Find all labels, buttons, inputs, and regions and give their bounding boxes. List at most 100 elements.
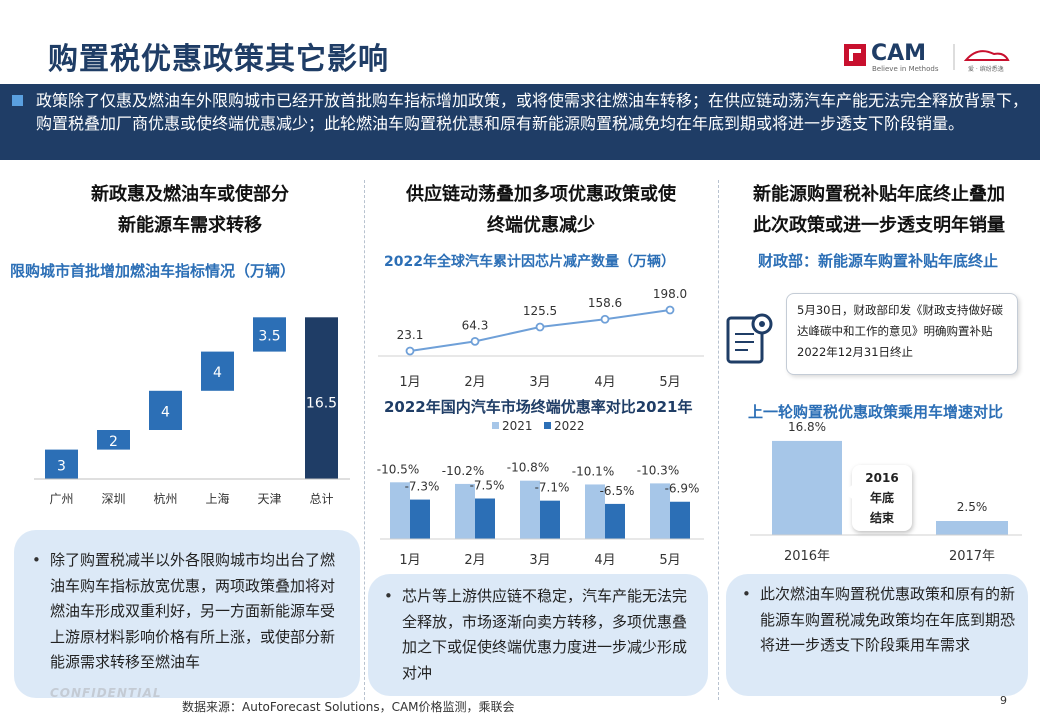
chip-data-point	[600, 314, 610, 324]
chip-line-chart: 23.1 1月 64.3 2月 125.5 3月 158.6 4月 198.0 5月	[378, 287, 704, 390]
chip-month-label: 4月	[594, 375, 615, 390]
column1-note-text: 除了购置税减半以外各限购城市均出台了燃油车购车指标放宽优惠，两项政策叠加将对燃油…	[28, 548, 344, 676]
discount-label-2022: -6.5%	[600, 484, 635, 498]
discount-bar	[540, 500, 560, 539]
discount-bar	[410, 499, 430, 539]
waterfall-bar	[305, 317, 338, 479]
discount-month-label: 1月	[399, 553, 420, 568]
growth-year-label: 2016年	[784, 549, 830, 564]
bullet-square-icon	[12, 95, 23, 106]
data-source: 数据来源：AutoForecast Solutions，CAM价格监测，乘联会	[182, 700, 515, 714]
chip-data-point	[665, 305, 675, 315]
chip-month-label: 3月	[529, 375, 550, 390]
chip-data-point	[470, 336, 480, 346]
column3-heading-line2: 此次政策或进一步透支明年销量	[753, 215, 1005, 236]
chip-month-label: 2月	[464, 375, 485, 390]
waterfall-value-label: 16.5	[306, 395, 337, 411]
discount-month-label: 3月	[529, 553, 550, 568]
document-seal-icon	[726, 313, 773, 364]
legend-swatch	[492, 422, 499, 429]
discount-month-label: 4月	[594, 553, 615, 568]
discount-bar	[455, 483, 475, 539]
waterfall-bar	[253, 317, 286, 352]
waterfall-value-label: 4	[213, 365, 222, 381]
discount-bar	[390, 482, 410, 539]
discount-bar-chart: 2021 2022 -10.5% -7.3% 1月 -10.2%-7.5% 2月 -10.8…	[377, 419, 704, 568]
discount-bar	[475, 498, 495, 539]
logo-name: CAM	[871, 41, 927, 66]
waterfall-category-label: 总计	[309, 492, 333, 506]
chip-data-point	[405, 346, 415, 356]
waterfall-value-label: 3	[57, 458, 66, 474]
column3-note-text: 此次燃油车购置税优惠政策和原有的新能源车购置税减免政策均在年底到期恐将进一步透支…	[738, 582, 1016, 659]
waterfall-value-label: 3.5	[258, 328, 280, 344]
waterfall-value-label: 2	[109, 434, 118, 450]
growth-year-label: 2017年	[949, 549, 995, 564]
column1-heading-line2: 新能源车需求转移	[118, 215, 262, 236]
column3-heading-line1: 新能源购置税补贴年底终止叠加	[753, 184, 1005, 205]
chip-value-label: 158.6	[588, 296, 622, 310]
growth-value-label: 16.8%	[788, 420, 826, 434]
column2-note-text: 芯片等上游供应链不稳定，汽车产能无法完全释放，市场逐渐向卖方转移，多项优惠叠加之…	[380, 584, 694, 686]
chip-value-label: 23.1	[397, 328, 424, 342]
chip-value-label: 64.3	[462, 318, 489, 332]
page-title: 购置税优惠政策其它影响	[48, 42, 389, 77]
discount-label-2021: -10.2%	[442, 464, 484, 478]
discount-label-2021: -10.3%	[637, 463, 679, 477]
callout-line: 2016	[865, 471, 899, 485]
logo-partner: 爱 · 缤纷悉逸	[968, 66, 1004, 73]
discount-label-2022: -7.3%	[405, 480, 440, 494]
waterfall-bar	[149, 390, 182, 430]
growth-bar-chart: 16.8% 2016年 2.5% 2017年	[750, 420, 1022, 564]
column1-heading-line1: 新政惠及燃油车或使部分	[91, 184, 289, 205]
waterfall-category-label: 天津	[257, 492, 281, 506]
page-number: 9	[1000, 694, 1007, 707]
chip-value-label: 125.5	[523, 304, 557, 318]
waterfall-bar	[45, 449, 78, 479]
waterfall-category-label: 深圳	[101, 492, 125, 506]
discount-label-2021: -10.1%	[572, 464, 614, 478]
column2-heading-line1: 供应链动荡叠加多项优惠政策或使	[406, 184, 676, 205]
column2-heading: 供应链动荡叠加多项优惠政策或使 终端优惠减少	[370, 179, 712, 241]
summary-text: 政策除了仅惠及燃油车外限购城市已经开放首批购车指标增加政策，或将使需求往燃油车转…	[36, 91, 1029, 133]
growth-bar	[936, 521, 1008, 535]
callout-line: 结束	[869, 511, 894, 525]
column1-heading: 新政惠及燃油车或使部分 新能源车需求转移	[20, 179, 360, 241]
column-divider	[718, 180, 719, 700]
discount-label-2022: -7.1%	[535, 481, 570, 495]
column-divider	[364, 180, 365, 700]
chip-month-label: 1月	[399, 375, 420, 390]
column3-subhead1: 财政部：新能源车购置补贴年底终止	[758, 252, 999, 270]
waterfall-category-label: 上海	[205, 491, 229, 506]
waterfall-bar	[97, 430, 130, 450]
growth-bar	[772, 440, 842, 535]
column1-subhead: 限购城市首批增加燃油车指标情况（万辆）	[10, 262, 296, 280]
summary-banner	[0, 84, 1040, 160]
policy-end-callout: 2016 年底 结束	[852, 465, 912, 531]
discount-bar	[520, 480, 540, 539]
waterfall-category-label: 广州	[49, 492, 73, 506]
discount-bar	[585, 484, 605, 539]
discount-bar	[670, 501, 690, 539]
discount-bar	[605, 503, 625, 539]
discount-label-2022: -7.5%	[470, 479, 505, 493]
legend-label: 2021	[502, 419, 533, 433]
confidential-watermark: CONFIDENTIAL	[50, 686, 162, 700]
discount-label-2021: -10.5%	[377, 462, 419, 476]
waterfall-chart: 3 2 4 4 3.5 16.5 广州 深圳 杭州 上海 天津 总计	[34, 317, 350, 506]
column2-subhead2: 2022年国内汽车市场终端优惠率对比2021年	[384, 398, 693, 416]
chip-value-label: 198.0	[653, 287, 687, 301]
discount-bar	[650, 483, 670, 539]
column3-heading: 新能源购置税补贴年底终止叠加 此次政策或进一步透支明年销量	[722, 179, 1036, 241]
logo-tagline: Believe in Methods	[872, 65, 939, 73]
callout-pointer	[842, 484, 854, 500]
growth-value-label: 2.5%	[957, 500, 988, 514]
discount-month-label: 2月	[464, 553, 485, 568]
discount-label-2022: -6.9%	[665, 482, 700, 496]
legend-label: 2022	[554, 419, 585, 433]
discount-label-2021: -10.8%	[507, 461, 549, 475]
column2-note: 芯片等上游供应链不稳定，汽车产能无法完全释放，市场逐渐向卖方转移，多项优惠叠加之…	[368, 574, 708, 696]
policy-notice: 5月30日，财政部印发《财政支持做好碳达峰碳中和工作的意见》明确购置补贴2022…	[786, 293, 1018, 375]
cam-logo-icon	[844, 44, 1010, 70]
callout-line: 年底	[869, 491, 894, 505]
